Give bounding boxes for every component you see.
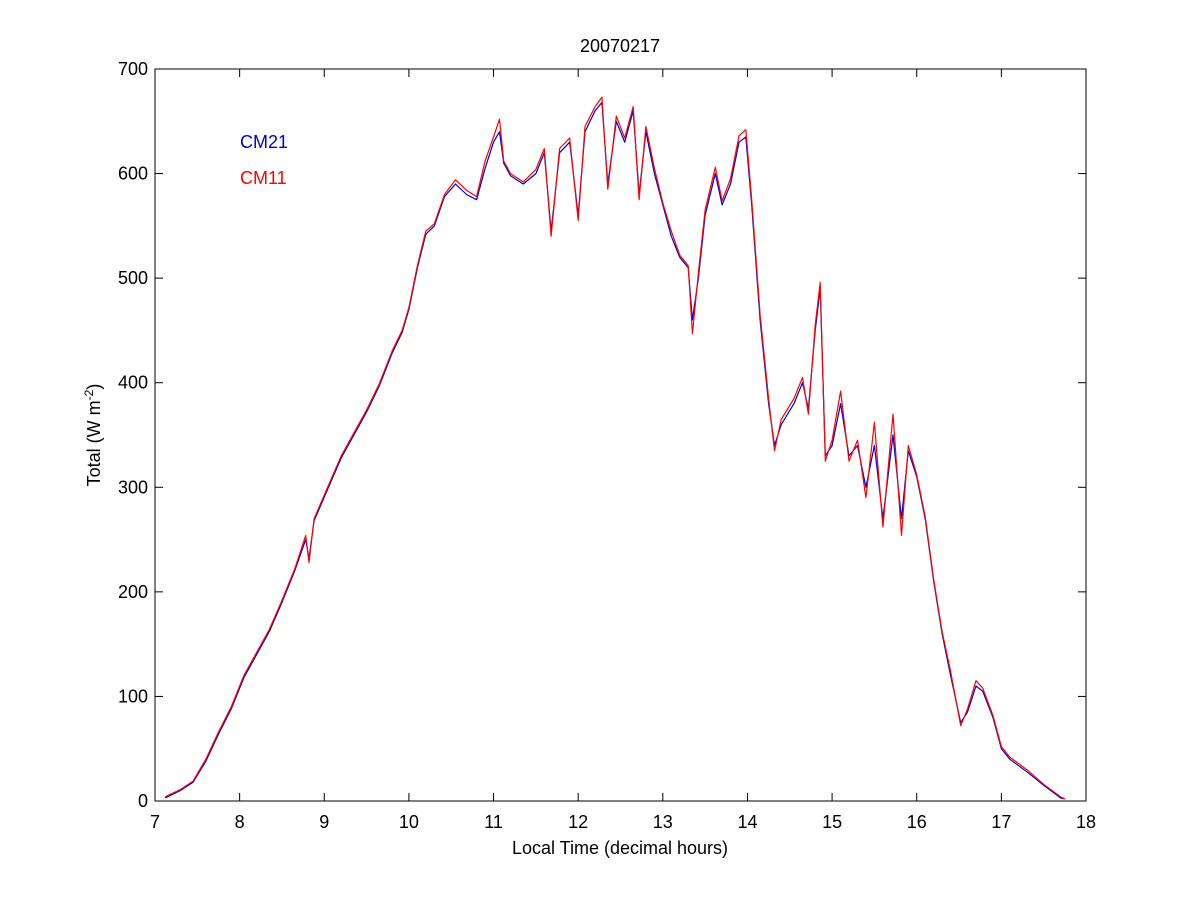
x-tick-label: 8 [235,812,245,832]
legend-entry-cm11: CM11 [240,168,287,188]
y-axis-label: Total (W m-2) [82,384,104,487]
x-tick-label: 16 [907,812,927,832]
x-tick-label: 11 [484,812,503,832]
y-tick-label: 300 [118,477,148,497]
y-tick-label: 500 [118,268,148,288]
y-axis-label-main: Total (W m [84,400,104,486]
x-tick-label: 12 [568,812,588,832]
legend: CM21 CM11 [240,132,288,188]
x-axis-label: Local Time (decimal hours) [512,838,728,858]
chart-title: 20070217 [580,36,660,56]
y-axis-label-close: ) [84,384,104,390]
y-tick-label: 200 [118,582,148,602]
x-tick-label: 7 [150,812,160,832]
x-tick-label: 10 [399,812,419,832]
y-tick-label: 0 [138,791,148,811]
y-tick-label: 100 [118,686,148,706]
x-tick-label: 15 [822,812,842,832]
series-line-cm11 [164,96,1066,800]
y-axis-ticks: 0 100 200 300 400 500 600 700 [118,59,1086,811]
y-tick-label: 600 [118,164,148,184]
y-tick-label: 700 [118,59,148,79]
x-tick-label: 18 [1076,812,1096,832]
plot-frame [154,68,1087,802]
x-tick-label: 13 [653,812,673,832]
series-lines [164,96,1066,800]
y-axis-label-superscript: -2 [82,389,96,400]
x-axis-ticks: 7 8 9 10 11 12 13 14 15 16 17 18 [150,69,1096,832]
x-tick-label: 9 [319,812,329,832]
legend-entry-cm21: CM21 [240,132,288,152]
y-tick-label: 400 [118,373,148,393]
x-tick-label: 14 [737,812,757,832]
x-tick-label: 17 [991,812,1011,832]
